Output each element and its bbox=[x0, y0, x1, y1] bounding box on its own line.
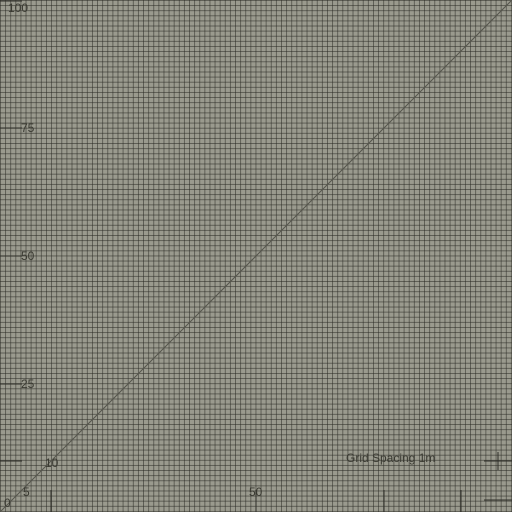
x-label-50: 50 bbox=[249, 485, 263, 499]
y-label-75: 75 bbox=[21, 121, 35, 135]
inner-label-5: 5 bbox=[23, 485, 30, 499]
x-axis-ticks bbox=[50, 490, 462, 512]
y-label-100: 100 bbox=[8, 1, 29, 15]
grid-spacing-label: Grid Spacing 1m bbox=[346, 451, 436, 465]
y-axis-ticks bbox=[0, 0, 22, 462]
y-label-50: 50 bbox=[21, 249, 35, 263]
inner-label-10: 10 bbox=[45, 456, 59, 470]
y-label-25: 25 bbox=[21, 377, 35, 391]
origin-label: 0 bbox=[4, 496, 11, 510]
